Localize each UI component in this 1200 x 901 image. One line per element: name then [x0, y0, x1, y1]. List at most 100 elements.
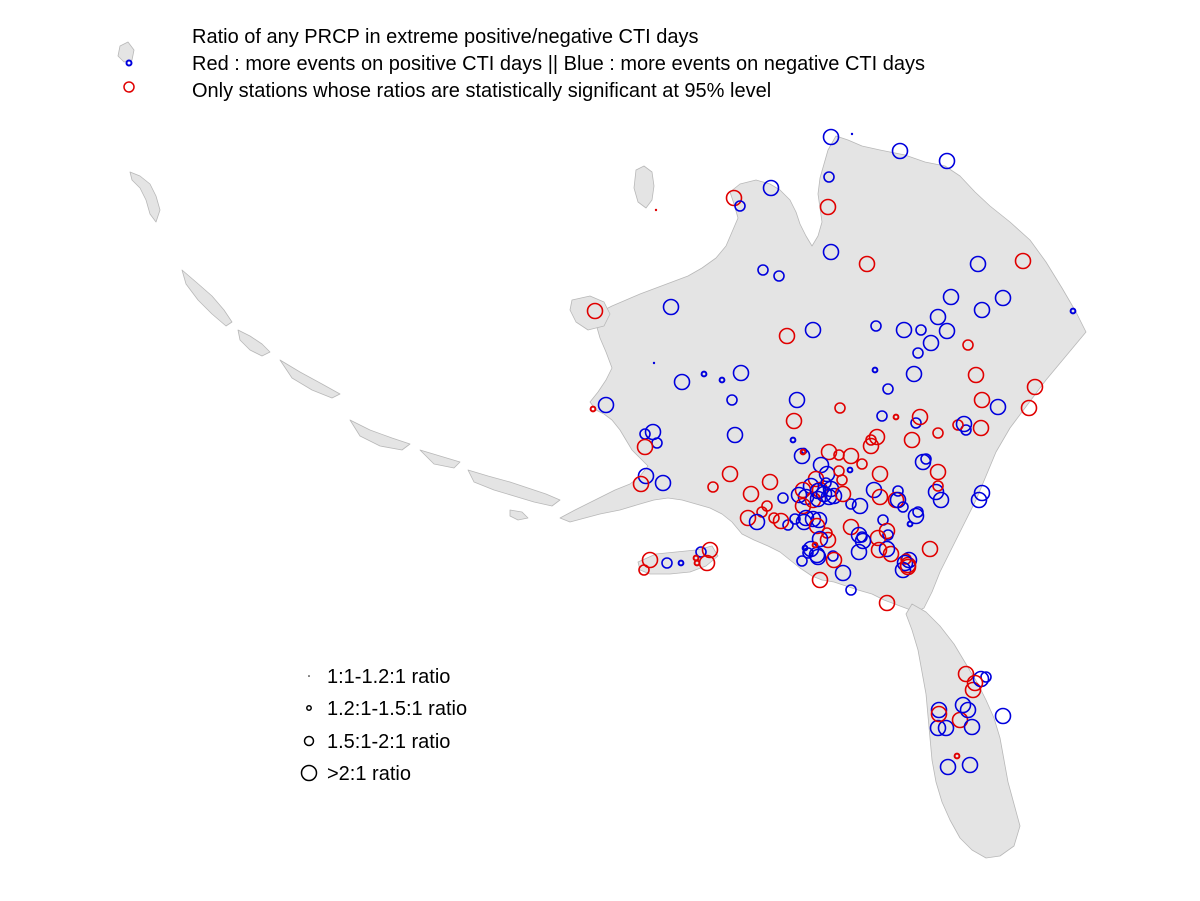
- station-marker-negative: [845, 498, 857, 510]
- station-marker-negative: [907, 507, 925, 525]
- station-marker-negative: [732, 364, 750, 382]
- station-marker-negative: [809, 490, 827, 508]
- station-marker-negative: [834, 564, 852, 582]
- station-marker-positive: [870, 541, 888, 559]
- station-marker-positive: [820, 443, 838, 461]
- station-marker-negative: [915, 324, 927, 336]
- station-marker-negative: [654, 474, 672, 492]
- station-marker-negative: [870, 320, 882, 332]
- station-marker-negative: [896, 554, 914, 572]
- station-marker-positive: [932, 480, 944, 492]
- station-marker-negative: [910, 417, 922, 429]
- station-marker-positive: [972, 419, 990, 437]
- station-marker-negative: [673, 373, 691, 391]
- station-marker-positive: [725, 189, 743, 207]
- station-markers: [586, 128, 1077, 776]
- st-lawrence-island: [633, 165, 655, 209]
- station-marker-negative: [1069, 307, 1077, 315]
- station-marker-negative: [809, 482, 827, 500]
- station-marker-negative: [757, 264, 769, 276]
- station-marker-positive: [892, 413, 900, 421]
- header-marker-red: [123, 81, 135, 93]
- station-marker-negative: [914, 453, 932, 471]
- station-marker-negative: [970, 491, 988, 509]
- station-marker-positive: [921, 540, 939, 558]
- station-marker-positive: [761, 473, 779, 491]
- station-marker-negative: [882, 529, 894, 541]
- station-marker-negative: [906, 520, 914, 528]
- station-marker-negative: [973, 484, 991, 502]
- station-marker-positive: [811, 541, 819, 549]
- station-marker-negative: [905, 365, 923, 383]
- aleutian-islands: [129, 171, 561, 521]
- station-marker-negative: [937, 719, 955, 737]
- station-marker-positive: [654, 208, 658, 212]
- station-marker-negative: [777, 492, 789, 504]
- station-marker-positive: [957, 665, 975, 683]
- station-marker-positive: [638, 564, 650, 576]
- station-marker-positive: [834, 402, 846, 414]
- station-marker-positive: [641, 551, 659, 569]
- station-marker-positive: [707, 481, 719, 493]
- size-legend-marker-4: [300, 764, 318, 782]
- station-marker-negative: [969, 255, 987, 273]
- station-marker-negative: [790, 486, 808, 504]
- station-marker-negative: [930, 701, 948, 719]
- station-marker-negative: [939, 758, 957, 776]
- station-marker-negative: [845, 584, 857, 596]
- station-marker-negative: [637, 467, 655, 485]
- station-marker-negative: [793, 447, 811, 465]
- station-marker-positive: [964, 681, 982, 699]
- station-marker-negative: [955, 415, 973, 433]
- station-marker-negative: [871, 366, 879, 374]
- station-marker-positive: [632, 475, 650, 493]
- station-marker-negative: [762, 179, 780, 197]
- station-marker-positive: [836, 474, 848, 486]
- station-marker-negative: [973, 301, 991, 319]
- station-marker-negative: [718, 376, 726, 384]
- seward-peninsula: [569, 295, 611, 331]
- station-marker-negative: [938, 322, 956, 340]
- station-marker-negative: [597, 396, 615, 414]
- station-marker-positive: [932, 427, 944, 439]
- station-marker-positive: [811, 571, 829, 589]
- size-legend-marker-1: [308, 675, 310, 677]
- station-marker-negative: [677, 559, 685, 567]
- station-marker-negative: [789, 436, 797, 444]
- station-marker-positive: [973, 391, 991, 409]
- station-marker-negative: [823, 171, 835, 183]
- station-marker-negative: [989, 398, 1007, 416]
- alaska-land: [117, 41, 1087, 859]
- station-marker-positive: [692, 554, 700, 562]
- station-marker-negative: [882, 383, 894, 395]
- header-marker-small-blue: [125, 59, 133, 67]
- station-marker-positive: [794, 497, 812, 515]
- station-marker-negative: [963, 718, 981, 736]
- station-marker-positive: [953, 752, 961, 760]
- station-marker-negative: [748, 513, 766, 531]
- station-marker-negative: [851, 497, 869, 515]
- station-marker-negative: [942, 288, 960, 306]
- station-marker-positive: [871, 488, 889, 506]
- station-marker-negative: [980, 671, 992, 683]
- station-marker-negative: [927, 483, 945, 501]
- size-legend-marker-2: [306, 705, 312, 711]
- station-marker-negative: [789, 513, 801, 525]
- station-marker-positive: [1026, 378, 1044, 396]
- station-marker-positive: [1020, 399, 1038, 417]
- station-marker-negative: [878, 540, 896, 558]
- station-marker-positive: [966, 674, 984, 692]
- station-marker-negative: [662, 298, 680, 316]
- station-marker-negative: [652, 361, 656, 365]
- title-line-1: Ratio of any PRCP in extreme positive/ne…: [192, 26, 699, 48]
- alaska-mainland: [559, 135, 1087, 613]
- station-marker-negative: [895, 321, 913, 339]
- station-marker-negative: [938, 152, 956, 170]
- title-line-2: Red : more events on positive CTI days |…: [192, 53, 925, 75]
- northwest-islet: [117, 41, 135, 63]
- station-marker-positive: [967, 366, 985, 384]
- station-marker-positive: [930, 705, 948, 723]
- southeast-panhandle: [905, 603, 1021, 859]
- station-marker-negative: [734, 200, 746, 212]
